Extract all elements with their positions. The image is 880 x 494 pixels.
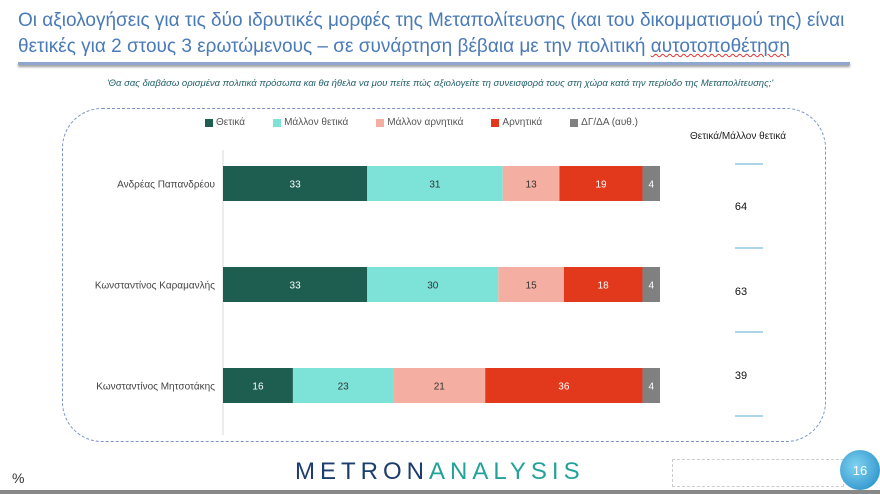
data-label: 18 bbox=[598, 281, 610, 292]
data-label: 30 bbox=[427, 281, 439, 292]
bar-segment bbox=[502, 166, 560, 201]
data-label: 4 bbox=[648, 382, 654, 393]
data-label: 19 bbox=[595, 180, 607, 191]
bar-segment bbox=[367, 267, 499, 302]
data-label: 33 bbox=[290, 180, 302, 191]
legend-swatch bbox=[205, 118, 213, 127]
data-label: 4 bbox=[648, 281, 654, 292]
legend-label: Μάλλον αρνητικά bbox=[387, 117, 464, 128]
legend-swatch bbox=[570, 118, 579, 127]
page-number: 16 bbox=[840, 450, 880, 490]
bar-segment bbox=[642, 166, 660, 201]
summary-value: 39 bbox=[735, 370, 747, 382]
legend-item: Μάλλον θετικά bbox=[273, 117, 348, 128]
chart-frame bbox=[62, 108, 826, 442]
placeholder-box bbox=[672, 459, 844, 487]
legend-label: ΔΓ/ΔΑ (αυθ.) bbox=[581, 117, 638, 128]
summary-value: 63 bbox=[735, 286, 747, 298]
legend-item: ΔΓ/ΔΑ (αυθ.) bbox=[570, 117, 638, 128]
legend-swatch bbox=[491, 118, 500, 127]
legend-label: Θετικά bbox=[216, 117, 246, 128]
summary-value: 64 bbox=[735, 201, 747, 213]
slide-title: Οι αξιολογήσεις για τις δύο ιδρυτικές μο… bbox=[18, 8, 868, 60]
legend-label: Αρνητικά bbox=[502, 117, 543, 128]
bottom-bar bbox=[0, 490, 880, 494]
data-label: 23 bbox=[338, 382, 350, 393]
logo: METRONANALYSIS bbox=[295, 458, 585, 486]
title-text-underlined: αυτοτοποθέτηση bbox=[650, 36, 790, 57]
logo-metron: METRON bbox=[295, 458, 429, 485]
data-label: 13 bbox=[526, 180, 538, 191]
bar-segment bbox=[393, 368, 486, 403]
bar-segment bbox=[642, 368, 660, 403]
data-label: 4 bbox=[648, 180, 654, 191]
legend: Θετικά Μάλλον θετικά Μάλλον αρνητικά Αρνητι… bbox=[205, 117, 666, 128]
title-text: Οι αξιολογήσεις για τις δύο ιδρυτικές μο… bbox=[18, 10, 845, 57]
data-label: 36 bbox=[558, 382, 570, 393]
unit-label: % bbox=[12, 470, 25, 486]
bar-segment bbox=[485, 368, 643, 403]
legend-item: Θετικά bbox=[205, 117, 245, 128]
bar-segment bbox=[367, 166, 503, 201]
bar-segment bbox=[292, 368, 394, 403]
data-label: 33 bbox=[290, 281, 302, 292]
bar-segment bbox=[498, 267, 564, 302]
bar-segment bbox=[559, 166, 643, 201]
title-rule bbox=[18, 62, 850, 65]
category-label: Κωνσταντίνος Μητσοτάκης bbox=[96, 381, 215, 393]
summary-header: Θετικά/Μάλλον θετικά bbox=[690, 131, 786, 142]
bar-segment bbox=[563, 267, 643, 302]
data-label: 15 bbox=[526, 281, 538, 292]
bar-segment bbox=[642, 267, 660, 302]
category-label: Κωνσταντίνος Καραμανλής bbox=[95, 280, 215, 292]
category-label: Ανδρέας Παπανδρέου bbox=[117, 179, 215, 191]
legend-swatch bbox=[376, 118, 385, 127]
legend-item: Αρνητικά bbox=[491, 117, 542, 128]
data-label: 21 bbox=[434, 382, 446, 393]
legend-label: Μάλλον θετικά bbox=[284, 117, 349, 128]
bar-segment bbox=[223, 166, 368, 201]
data-label: 16 bbox=[252, 382, 264, 393]
legend-item: Μάλλον αρνητικά bbox=[376, 117, 463, 128]
data-label: 31 bbox=[429, 180, 441, 191]
legend-swatch bbox=[273, 118, 282, 127]
bar-segment bbox=[223, 368, 293, 403]
question-text: 'Θα σας διαβάσω ορισμένα πολιτικά πρόσωπ… bbox=[106, 78, 774, 89]
bar-segment bbox=[223, 267, 368, 302]
logo-analysis: ANALYSIS bbox=[429, 458, 585, 485]
